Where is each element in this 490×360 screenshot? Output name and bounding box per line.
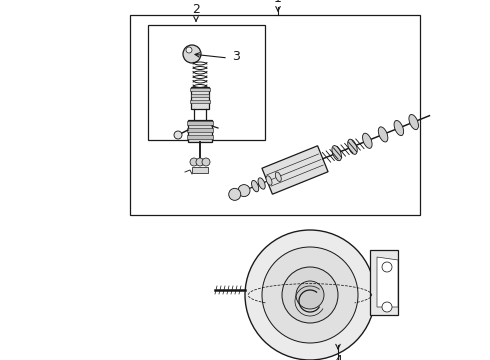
Bar bbox=[188, 120, 212, 142]
Bar bbox=[192, 167, 208, 173]
Text: 2: 2 bbox=[192, 3, 200, 16]
Circle shape bbox=[190, 158, 198, 166]
Ellipse shape bbox=[251, 180, 259, 192]
Text: 4: 4 bbox=[334, 354, 342, 360]
Bar bbox=[187, 121, 213, 125]
Circle shape bbox=[296, 281, 324, 309]
Bar bbox=[187, 135, 213, 139]
Circle shape bbox=[183, 45, 201, 63]
Circle shape bbox=[238, 185, 250, 197]
Bar bbox=[130, 15, 420, 215]
Polygon shape bbox=[377, 257, 398, 307]
Text: 3: 3 bbox=[232, 50, 240, 63]
Circle shape bbox=[382, 262, 392, 272]
Circle shape bbox=[245, 230, 375, 360]
Circle shape bbox=[282, 267, 338, 323]
Polygon shape bbox=[262, 146, 328, 194]
Ellipse shape bbox=[363, 133, 372, 148]
Ellipse shape bbox=[409, 114, 418, 130]
Ellipse shape bbox=[394, 121, 404, 136]
Bar bbox=[190, 100, 210, 103]
Circle shape bbox=[202, 158, 210, 166]
Ellipse shape bbox=[258, 178, 265, 189]
Bar bbox=[187, 128, 213, 132]
Circle shape bbox=[229, 188, 241, 201]
Bar bbox=[191, 94, 209, 97]
Circle shape bbox=[196, 158, 204, 166]
Ellipse shape bbox=[332, 145, 342, 161]
Bar bbox=[190, 88, 210, 91]
Circle shape bbox=[186, 47, 192, 53]
Circle shape bbox=[382, 302, 392, 312]
Text: 1: 1 bbox=[274, 0, 282, 5]
Bar bbox=[370, 250, 398, 315]
Ellipse shape bbox=[266, 176, 272, 185]
Bar bbox=[191, 87, 209, 109]
Ellipse shape bbox=[348, 139, 357, 154]
Circle shape bbox=[262, 247, 358, 343]
Bar bbox=[148, 25, 265, 140]
Ellipse shape bbox=[275, 172, 281, 181]
Circle shape bbox=[174, 131, 182, 139]
Ellipse shape bbox=[378, 127, 388, 142]
